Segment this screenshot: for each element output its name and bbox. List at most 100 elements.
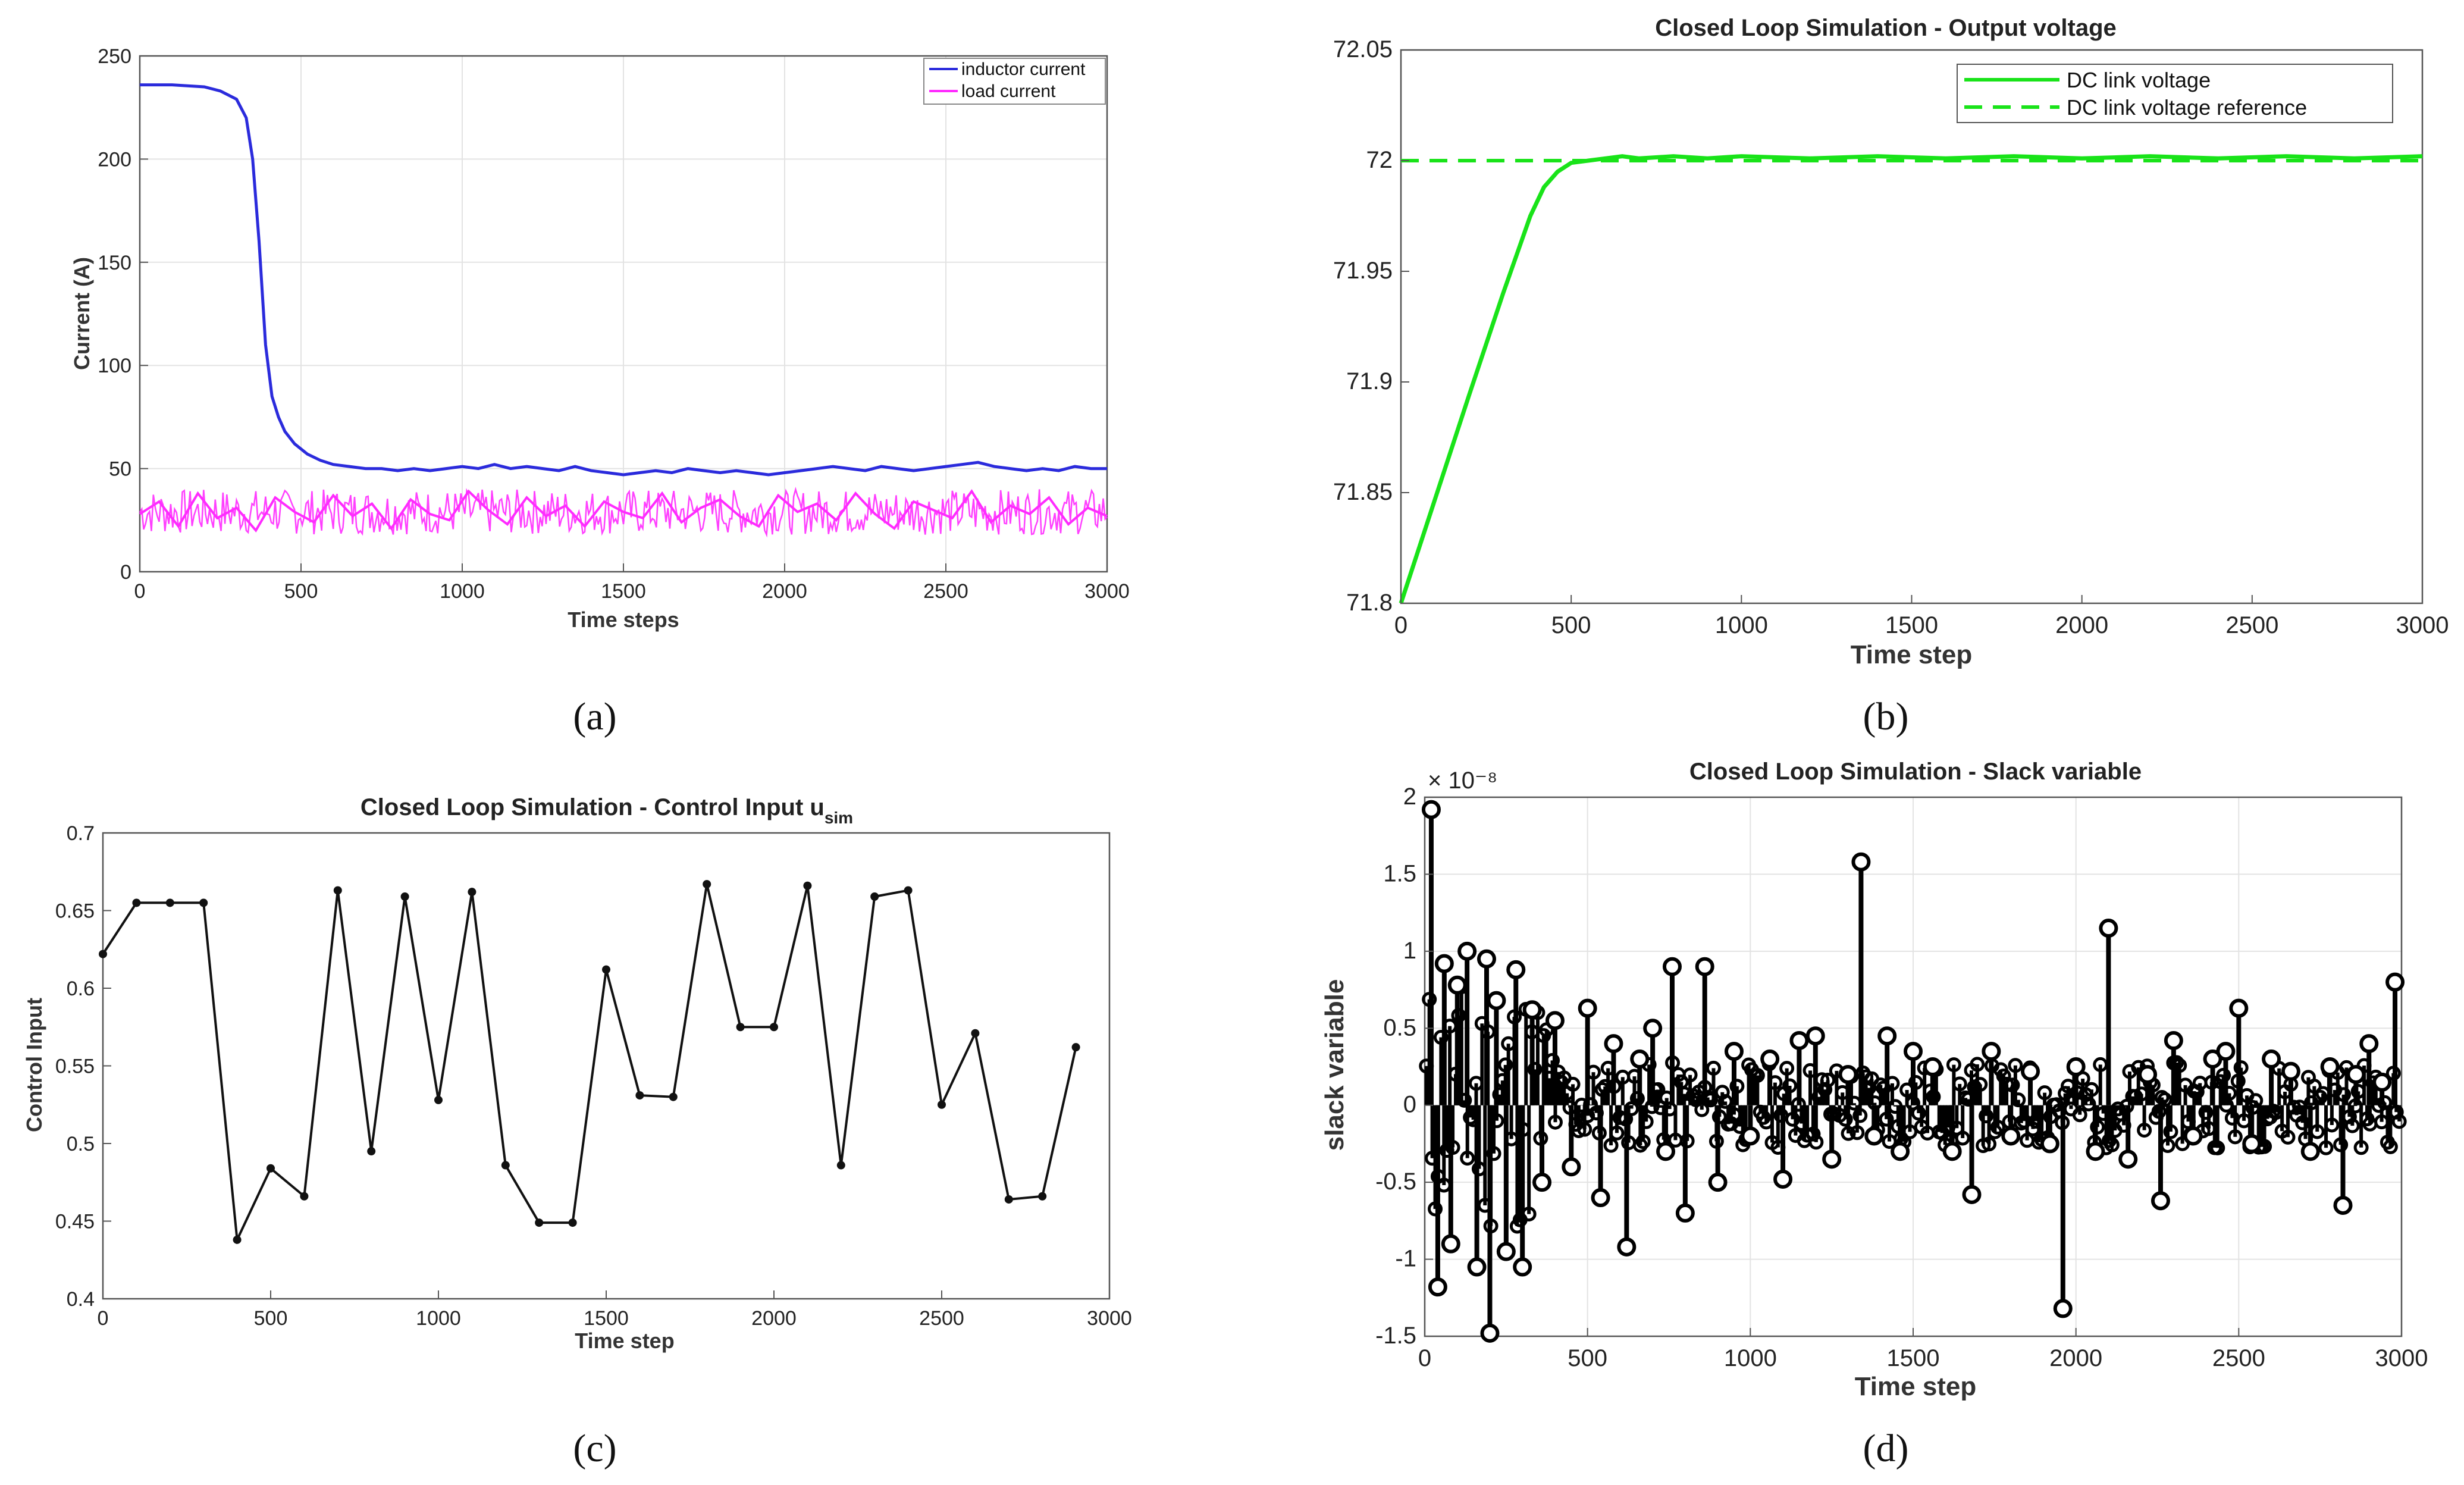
panel-d-marker: [2138, 1064, 2158, 1084]
panel-d-noise-marker: [1982, 1136, 1997, 1152]
panel-a-x-tick-label: 1500: [601, 580, 646, 603]
panel-d-noise-marker: [1970, 1057, 1985, 1072]
panel-b-x-tick-label: 0: [1394, 612, 1407, 638]
panel-d-noise-marker: [1714, 1085, 1730, 1100]
panel-d-markers: [1421, 800, 2405, 1343]
panel-b-legend-box: [1957, 64, 2393, 123]
panel-d-noise-marker: [1750, 1068, 1765, 1083]
panel-b-y-tick-label: 72.05: [1333, 36, 1393, 62]
panel-b-x-tick-label: 2000: [2055, 612, 2108, 638]
panel-d-noise-marker: [1952, 1076, 1967, 1092]
panel-a-grid: [139, 55, 1108, 572]
panel-b-plot-area: [1400, 49, 2424, 604]
panel-c-x-tick-label: 2000: [751, 1307, 797, 1330]
panel-a: 0 500 1000 1500 2000 2500 3000 0 50 100 150 200 250…: [70, 45, 1130, 738]
panel-b-legend-label-solid: DC link voltage: [2067, 68, 2211, 92]
panel-d-noise-marker: [2318, 1140, 2334, 1155]
panel-d-marker: [1545, 1011, 1565, 1030]
panel-d-marker: [1630, 1049, 1650, 1069]
panel-c-y-tick-label: 0.6: [67, 978, 95, 1000]
panel-d-noise-marker: [2324, 1117, 2340, 1133]
panel-d-noise-marker: [2081, 1096, 2096, 1112]
panel-a-y-tick-label: 150: [98, 252, 131, 274]
panel-d-marker: [1838, 1064, 1858, 1084]
panel-c-data-point: [434, 1095, 443, 1104]
panel-c-x-tick-label: 0: [98, 1307, 109, 1330]
panel-d-marker: [1962, 1185, 1982, 1204]
panel-c-data-point: [501, 1161, 510, 1170]
panel-d-marker: [1447, 975, 1467, 995]
panel-d-noise-marker: [1973, 1077, 1988, 1092]
panel-d-noise-marker: [1990, 1120, 2005, 1135]
panel-d-noise-marker: [1635, 1134, 1651, 1149]
panel-b-legend-label-dashed: DC link voltage reference: [2067, 95, 2307, 120]
panel-d-marker: [2216, 1042, 2236, 1061]
panel-d-noise-marker: [1428, 1201, 1443, 1217]
panel-d-noise-marker: [2157, 1092, 2173, 1107]
panel-d-noise-marker: [2336, 1087, 2352, 1102]
panel-c-data-point: [233, 1235, 242, 1244]
panel-d-y-tick-label: 2: [1403, 784, 1416, 810]
panel-d-marker: [1513, 1257, 1532, 1277]
panel-d-marker: [1923, 1057, 1942, 1076]
panel-d-marker: [1942, 1142, 1962, 1161]
panel-d-noise-marker: [1609, 1125, 1625, 1141]
panel-c-plot-area: [102, 832, 1111, 1300]
panel-d-noise-marker: [1955, 1130, 1970, 1146]
panel-d-marker: [2281, 1061, 2300, 1081]
panel-d-marker: [2066, 1057, 2086, 1076]
panel-d-marker: [2333, 1195, 2353, 1215]
panel-d-noise-marker: [1498, 1057, 1513, 1073]
panel-c-data-point: [165, 898, 174, 907]
panel-d-marker: [1604, 1034, 1623, 1054]
panel-d-marker: [1982, 1042, 2001, 1061]
panel-d-marker: [2300, 1142, 2320, 1161]
panel-c-y-tick-label: 0.45: [55, 1211, 95, 1233]
panel-a-series-load-current: [139, 489, 1108, 533]
panel-a-legend-box: [923, 58, 1106, 105]
panel-d-marker: [1662, 957, 1682, 976]
panel-d-y-tick-label: 0: [1403, 1092, 1416, 1118]
panel-a-x-ticks: 0 500 1000 1500 2000 2500 3000: [134, 563, 1130, 603]
panel-b-series-dc-link-voltage: [1399, 154, 2423, 604]
panel-a-y-tick-label: 100: [98, 355, 131, 377]
panel-c-data-point: [568, 1218, 577, 1227]
panel-d-noise-marker: [1717, 1094, 1733, 1109]
panel-c-data-point: [1071, 1043, 1080, 1052]
panel-c-markers: [99, 880, 1080, 1244]
panel-c-y-axis-label: Control Input: [22, 998, 46, 1132]
panel-d-marker: [1643, 1019, 1663, 1038]
panel-d-noise-marker: [1820, 1072, 1836, 1088]
panel-d-noise-marker: [1547, 1114, 1563, 1130]
panel-d-marker: [1476, 949, 1496, 969]
panel-d-marker: [1457, 941, 1477, 961]
panel-b-x-ticks: 0 500 1000 1500 2000 2500 3000: [1394, 595, 2449, 638]
panel-d-marker: [1532, 1173, 1552, 1192]
panel-d-noise-marker: [1805, 1126, 1821, 1142]
panel-d-y-tick-label: -0.5: [1375, 1168, 1416, 1195]
panel-d-noise-marker: [2084, 1082, 2099, 1097]
panel-b-caption: (b): [1863, 695, 1909, 738]
panel-d-noise-marker: [2306, 1079, 2322, 1094]
panel-d-marker: [1789, 1030, 1809, 1050]
panel-d-marker: [2359, 1034, 2379, 1054]
panel-d-noise-marker: [2198, 1105, 2214, 1120]
panel-c-data-point: [1004, 1195, 1013, 1204]
panel-d-noise-marker: [2163, 1124, 2178, 1139]
panel-d-noise-marker: [2005, 1077, 2020, 1093]
panel-d-marker: [2183, 1126, 2203, 1146]
panel-d-noise-marker: [1545, 1052, 1560, 1068]
panel-a-load-current-noise: [139, 487, 1108, 538]
panel-b-y-tick-label: 72: [1366, 147, 1393, 173]
panel-d-marker: [2242, 1134, 2262, 1154]
panel-d-marker: [2021, 1061, 2040, 1081]
panel-d-noise-marker: [2169, 1055, 2184, 1070]
panel-c-data-point: [468, 888, 477, 897]
panel-d-marker: [1891, 1142, 1910, 1161]
panel-d-x-tick-label: 2000: [2049, 1345, 2102, 1371]
panel-c-data-point: [938, 1100, 946, 1109]
panel-d-marker: [1428, 1277, 1447, 1297]
panel-b: Closed Loop Simulation - Output voltage …: [1333, 15, 2449, 738]
panel-d-noise-marker: [2227, 1129, 2243, 1145]
